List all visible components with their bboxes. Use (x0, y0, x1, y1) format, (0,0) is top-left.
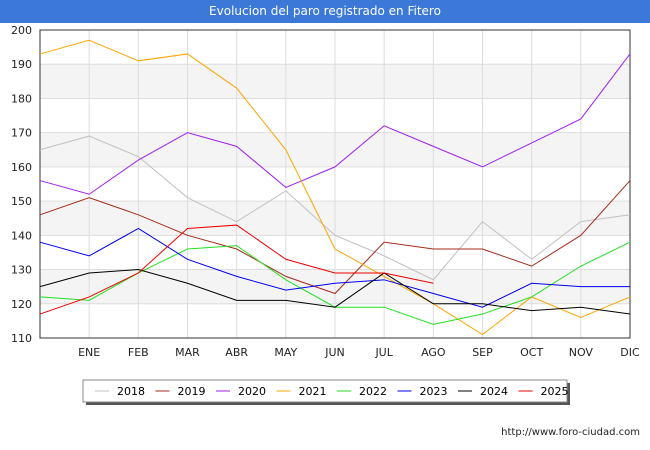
legend-label-2021: 2021 (299, 385, 327, 398)
x-tick-label: JUN (324, 346, 345, 359)
y-tick-label: 200 (11, 24, 32, 37)
y-tick-label: 190 (11, 58, 32, 71)
y-tick-label: 170 (11, 127, 32, 140)
legend-label-2020: 2020 (238, 385, 266, 398)
y-tick-label: 150 (11, 195, 32, 208)
x-tick-label: MAR (175, 346, 200, 359)
legend-label-2018: 2018 (117, 385, 145, 398)
series-line-2023 (39, 227, 630, 308)
series-line-2024 (39, 269, 631, 315)
y-axis-tick-labels: 110 120 130 140 150 160 170 180 190 200 (11, 24, 32, 345)
series-line-2018 (39, 135, 631, 281)
x-tick-label: OCT (520, 346, 543, 359)
legend: 2018 2019 2020 2021 2022 2023 2024 2025 (82, 379, 570, 405)
x-tick-label: AGO (421, 346, 446, 359)
x-tick-label: FEB (128, 346, 149, 359)
series-line-2025 (39, 224, 434, 315)
y-tick-label: 120 (11, 298, 32, 311)
x-axis-tick-labels: ENE FEB MAR ABR MAY JUN JUL AGO SEP OCT NOV DIC (78, 346, 640, 359)
plot-frame (39, 29, 631, 339)
legend-label-2023: 2023 (420, 385, 448, 398)
y-tick-label: 130 (11, 264, 32, 277)
series-line-2019 (39, 180, 631, 295)
y-tick-label: 140 (11, 229, 32, 242)
series-line-2020 (39, 53, 631, 195)
y-tick-label: 160 (11, 161, 32, 174)
legend-label-2024: 2024 (480, 385, 508, 398)
legend-label-2019: 2019 (178, 385, 206, 398)
legend-label-2025: 2025 (541, 385, 569, 398)
y-tick-label: 110 (11, 332, 32, 345)
x-tick-label: ENE (78, 346, 100, 359)
x-tick-label: NOV (569, 346, 594, 359)
x-tick-label: DIC (620, 346, 640, 359)
chart-title: Evolucion del paro registrado en Fitero (0, 0, 650, 23)
y-tick-label: 180 (11, 92, 32, 105)
legend-box (82, 379, 568, 403)
x-tick-label: ABR (225, 346, 248, 359)
legend-label-2022: 2022 (359, 385, 387, 398)
x-tick-label: SEP (472, 346, 493, 359)
x-tick-label: JUL (374, 346, 393, 359)
series-lines (39, 39, 631, 336)
x-tick-label: MAY (274, 346, 297, 359)
source-url[interactable]: http://www.foro-ciudad.com (501, 427, 640, 438)
